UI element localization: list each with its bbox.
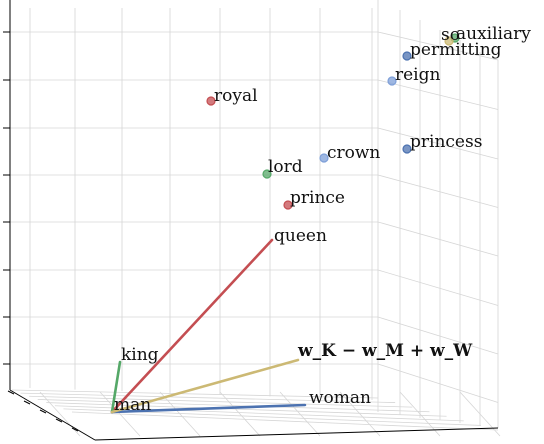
label-lord: lord bbox=[268, 157, 303, 177]
grid-line bbox=[159, 391, 201, 437]
x-tick bbox=[7, 390, 15, 395]
points bbox=[206, 33, 460, 210]
label-reign: reign bbox=[395, 65, 441, 85]
grid bbox=[10, 0, 501, 437]
point-lord bbox=[262, 169, 272, 179]
grid-line bbox=[399, 391, 441, 437]
vectors bbox=[110, 238, 307, 414]
grid-line bbox=[377, 174, 499, 208]
label-prince: prince bbox=[290, 188, 345, 208]
grid-line bbox=[46, 402, 447, 417]
grid-line bbox=[377, 363, 499, 403]
label-royal: royal bbox=[214, 86, 258, 106]
x-tick bbox=[55, 418, 63, 423]
grid-line bbox=[377, 79, 499, 110]
y-axis bbox=[94, 427, 499, 441]
label-man: man bbox=[114, 395, 151, 415]
label-so: so bbox=[441, 25, 460, 45]
point-permitting bbox=[402, 51, 412, 61]
point-so bbox=[444, 36, 454, 46]
grid-line bbox=[459, 391, 501, 437]
x-tick bbox=[71, 427, 79, 432]
vector-analogy bbox=[110, 358, 300, 414]
label-crown: crown bbox=[327, 143, 380, 163]
point-royal bbox=[206, 96, 216, 106]
grid-line bbox=[37, 399, 430, 413]
grid-line bbox=[219, 391, 261, 437]
label-auxiliary: auxiliary bbox=[456, 24, 531, 44]
point-reign bbox=[387, 76, 397, 86]
grid-line bbox=[11, 389, 379, 399]
label-princess: princess bbox=[410, 132, 482, 152]
vector-queen bbox=[110, 238, 274, 414]
grid-line bbox=[29, 395, 413, 408]
grid-line bbox=[99, 391, 141, 437]
label-woman: woman bbox=[309, 388, 371, 408]
vector-king bbox=[110, 360, 122, 414]
label-analogy-formula: w_K − w_M + w_W bbox=[297, 341, 473, 361]
grid-line bbox=[20, 392, 396, 403]
point-prince bbox=[283, 200, 293, 210]
grid-line bbox=[377, 31, 499, 61]
x-axis bbox=[9, 389, 96, 441]
axes bbox=[3, 0, 499, 441]
x-tick bbox=[23, 400, 31, 405]
grid-line bbox=[339, 391, 381, 437]
label-permitting: permitting bbox=[410, 40, 502, 60]
point-crown bbox=[319, 153, 329, 163]
label-king: king bbox=[121, 345, 159, 365]
grid-line bbox=[377, 269, 499, 306]
vector-woman bbox=[110, 403, 307, 414]
grid-line bbox=[377, 221, 499, 257]
x-tick bbox=[39, 409, 47, 414]
grid-line bbox=[71, 411, 499, 431]
label-queen: queen bbox=[274, 226, 327, 246]
point-princess bbox=[402, 144, 412, 154]
grid-line bbox=[377, 127, 499, 160]
grid-line bbox=[377, 316, 499, 355]
labels: royal prince lord crown princess reign permitt… bbox=[114, 24, 531, 415]
grid-line bbox=[279, 391, 321, 437]
